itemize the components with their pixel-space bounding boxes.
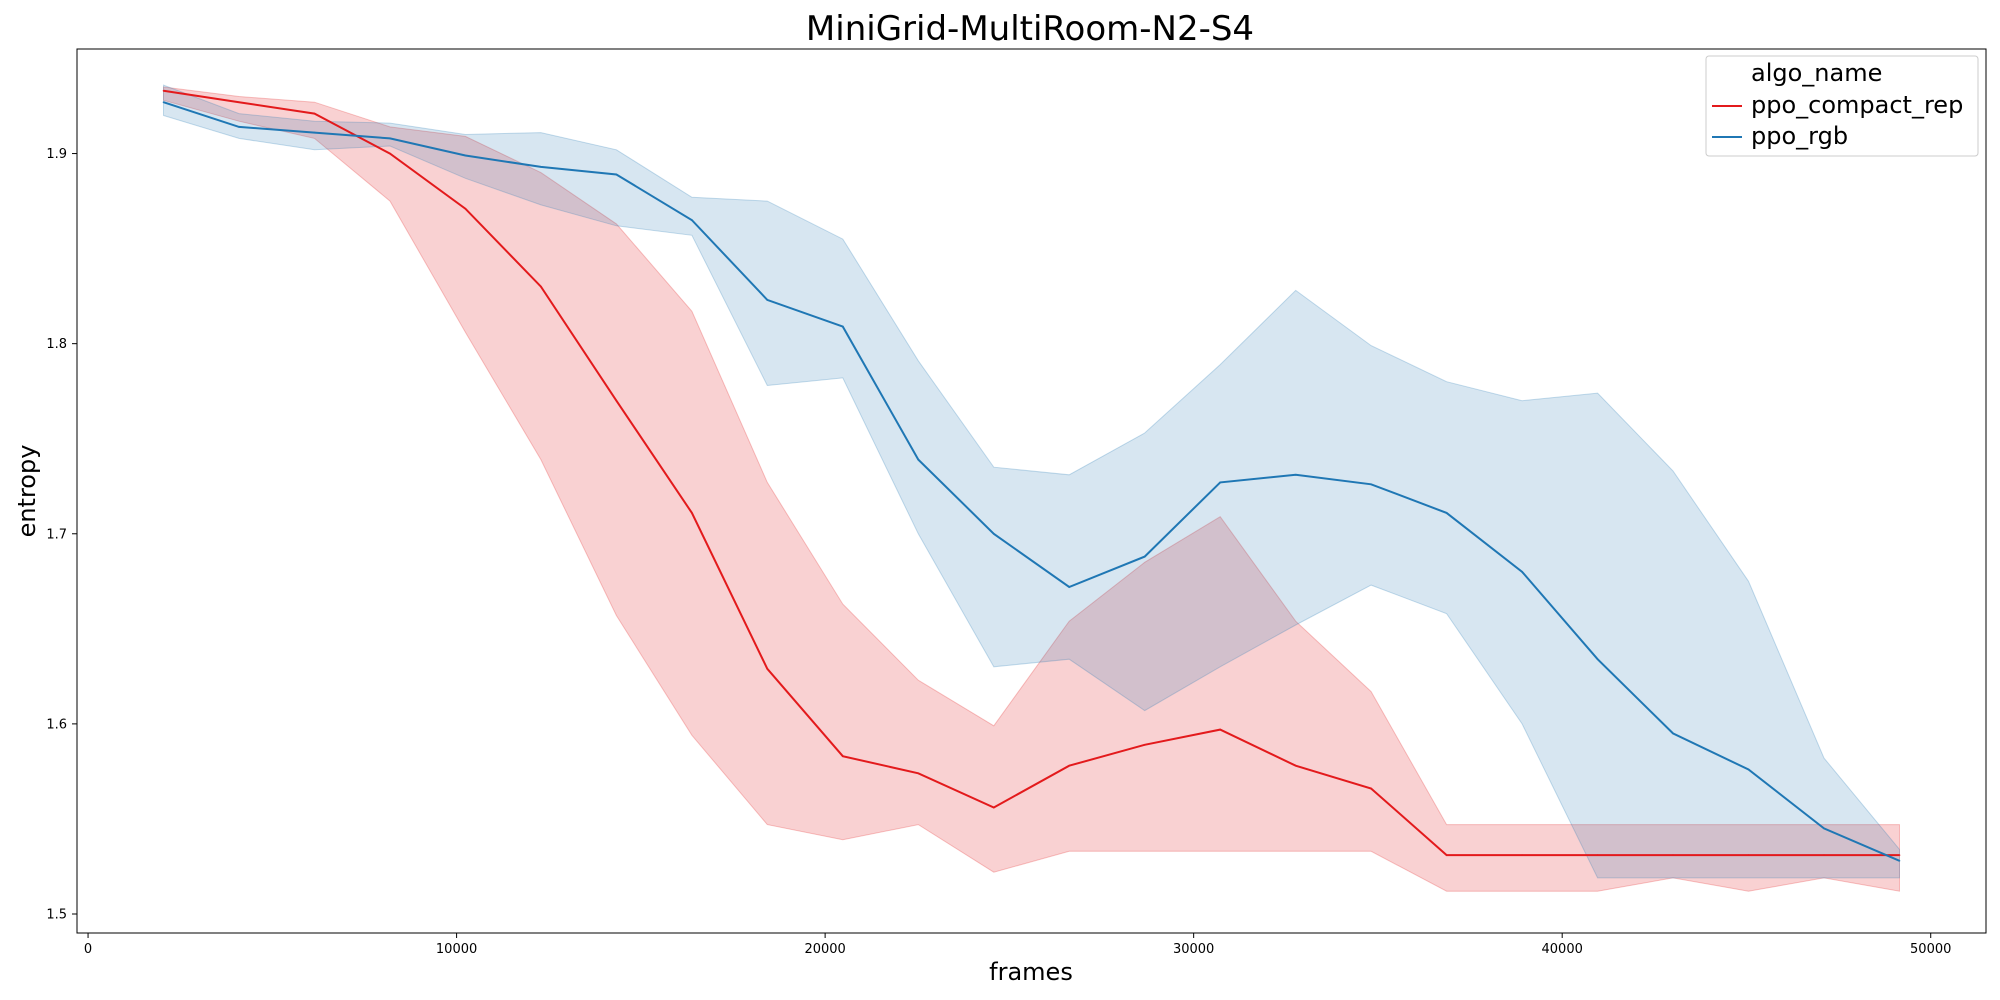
point-ppo_rgb	[464, 154, 467, 157]
point-ppo_compact_rep	[1143, 744, 1146, 746]
point-ppo_rgb	[1143, 555, 1146, 558]
legend-label-ppo_rgb: ppo_rgb	[1751, 122, 1848, 150]
point-ppo_rgb	[540, 166, 542, 168]
point-ppo_compact_rep	[1294, 764, 1297, 767]
point-ppo_rgb	[1521, 571, 1523, 573]
y-tick-label: 1.8	[46, 337, 67, 352]
point-ppo_rgb	[842, 325, 844, 328]
point-ppo_compact_rep	[162, 90, 165, 92]
point-ppo_compact_rep	[1747, 854, 1750, 856]
point-ppo_compact_rep	[464, 207, 467, 210]
point-ppo_compact_rep	[615, 399, 618, 402]
point-ppo_compact_rep	[1370, 787, 1372, 790]
band-ppo_rgb	[163, 84, 1900, 879]
y-tick-label: 1.7	[46, 527, 67, 542]
x-tick-label: 40000	[1542, 942, 1583, 957]
line-ppo_compact_rep	[163, 89, 1900, 857]
point-ppo_rgb	[1370, 483, 1372, 486]
line-ppo_rgb	[163, 101, 1900, 862]
y-tick-label: 1.6	[46, 717, 67, 732]
point-ppo_rgb	[313, 131, 316, 134]
legend-box	[1705, 55, 1979, 157]
legend-label-ppo_compact_rep: ppo_compact_rep	[1751, 91, 1963, 119]
point-ppo_rgb	[1747, 768, 1750, 771]
point-ppo_rgb	[162, 101, 165, 103]
point-ppo_compact_rep	[1521, 854, 1523, 856]
x-tick-label: 20000	[804, 942, 845, 957]
point-ppo_compact_rep	[238, 101, 240, 103]
point-ppo_compact_rep	[917, 772, 920, 775]
x-tick-label: 10000	[436, 942, 477, 957]
legend: algo_name ppo_compact_rep ppo_rgb	[1705, 55, 1979, 157]
point-ppo_rgb	[1672, 732, 1674, 735]
point-ppo_rgb	[993, 533, 995, 535]
x-tick-label: 50000	[1910, 942, 1951, 957]
x-axis: 0 10000 20000 30000 40000 50000	[84, 933, 1951, 957]
point-ppo_compact_rep	[1068, 764, 1070, 767]
point-ppo_compact_rep	[1823, 854, 1825, 856]
point-ppo_compact_rep	[993, 806, 995, 809]
point-ppo_compact_rep	[766, 668, 769, 670]
point-ppo_rgb	[1219, 481, 1221, 484]
point-ppo_compact_rep	[1596, 854, 1599, 856]
point-ppo_rgb	[1596, 658, 1599, 660]
legend-title: algo_name	[1751, 59, 1882, 87]
point-ppo_rgb	[691, 219, 693, 221]
point-ppo_rgb	[389, 137, 391, 140]
y-tick-label: 1.9	[46, 147, 67, 162]
point-ppo_compact_rep	[1219, 728, 1221, 731]
y-axis-label: entropy	[13, 445, 41, 538]
confidence-bands	[163, 84, 1900, 892]
band-ppo_compact_rep	[163, 86, 1900, 892]
point-ppo_compact_rep	[691, 512, 693, 514]
x-tick-label: 0	[84, 942, 92, 957]
title-group: MiniGrid-MultiRoom-N2-S4	[806, 9, 1254, 49]
plot-frame	[76, 48, 1987, 934]
point-ppo_compact_rep	[1672, 854, 1674, 856]
x-tick-label: 30000	[1173, 942, 1214, 957]
point-ppo_rgb	[1294, 474, 1297, 476]
point-ppo_rgb	[917, 458, 920, 461]
y-tick-label: 1.5	[46, 907, 67, 922]
chart-title: MiniGrid-MultiRoom-N2-S4	[806, 9, 1254, 49]
point-ppo_rgb	[238, 126, 240, 128]
point-ppo_rgb	[1445, 512, 1448, 514]
point-ppo_compact_rep	[389, 152, 391, 155]
point-ppo_compact_rep	[842, 755, 844, 757]
point-ppo_rgb	[615, 173, 618, 176]
point-ppo_compact_rep	[1445, 854, 1448, 856]
point-ppo_rgb	[1898, 860, 1901, 862]
x-axis-label: frames	[989, 958, 1073, 986]
point-ppo_compact_rep	[540, 285, 542, 288]
point-ppo_rgb	[1823, 827, 1825, 830]
point-ppo_rgb	[766, 299, 769, 301]
point-ppo_rgb	[1068, 586, 1070, 588]
series-lines	[162, 89, 1901, 862]
point-ppo_compact_rep	[1898, 854, 1901, 856]
y-axis: 1.5 1.6 1.7 1.8 1.9	[46, 147, 77, 922]
point-ppo_compact_rep	[313, 112, 316, 115]
